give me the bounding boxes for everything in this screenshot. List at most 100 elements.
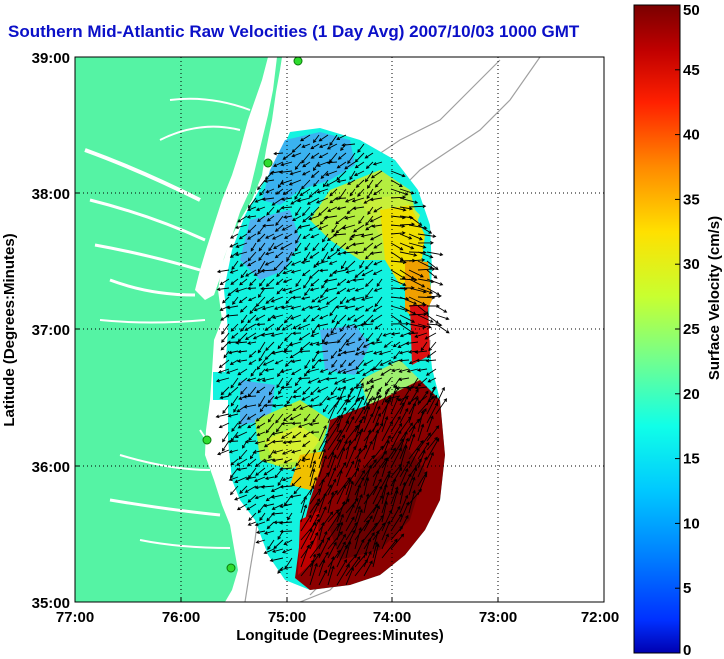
velocity-arrow-icon xyxy=(318,521,325,541)
velocity-arrow-icon xyxy=(323,278,338,283)
velocity-arrow-icon xyxy=(384,377,392,387)
velocity-arrow-icon xyxy=(390,513,403,532)
velocity-arrow-icon xyxy=(336,500,346,523)
velocity-arrow-icon xyxy=(363,493,370,514)
velocity-arrow-icon xyxy=(317,377,329,383)
velocity-arrow-icon xyxy=(295,206,302,217)
velocity-arrow-icon xyxy=(318,492,327,514)
velocity-arrow-icon xyxy=(265,251,275,256)
velocity-arrow-icon xyxy=(309,518,320,541)
velocity-arrow-icon xyxy=(291,421,302,426)
velocity-arrow-icon xyxy=(336,287,347,295)
velocity-arrow-icon xyxy=(274,359,284,365)
velocity-arrow-icon xyxy=(426,402,438,424)
velocity-arrow-icon xyxy=(331,224,338,233)
velocity-arrow-icon xyxy=(301,170,311,176)
velocity-arrow-icon xyxy=(282,269,293,275)
velocity-arrow-icon xyxy=(315,197,329,204)
velocity-arrow-icon xyxy=(408,312,428,317)
velocity-arrow-icon xyxy=(408,323,427,329)
velocity-arrow-icon xyxy=(338,341,347,353)
velocity-arrow-icon xyxy=(363,515,373,532)
velocity-arrow-icon xyxy=(316,161,329,167)
velocity-arrow-icon xyxy=(399,387,411,406)
velocity-arrow-icon xyxy=(301,458,311,462)
velocity-arrow-icon xyxy=(268,449,275,459)
x-tick-label: 75:00 xyxy=(268,609,306,626)
velocity-arrow-icon xyxy=(308,215,320,221)
hf-radar-site-icon xyxy=(293,57,303,66)
velocity-arrow-icon xyxy=(298,332,311,341)
velocity-arrow-icon xyxy=(309,287,320,292)
velocity-arrow-icon xyxy=(297,323,311,330)
velocity-arrow-icon xyxy=(378,350,392,356)
velocity-arrow-icon xyxy=(268,242,275,252)
velocity-arrow-icon xyxy=(299,134,311,142)
velocity-arrow-icon xyxy=(329,134,338,146)
velocity-arrow-icon xyxy=(330,242,338,252)
velocity-arrow-icon xyxy=(336,461,347,478)
velocity-arrow-icon xyxy=(235,242,248,248)
velocity-arrow-icon xyxy=(301,143,311,148)
velocity-arrow-icon xyxy=(365,224,374,231)
velocity-arrow-icon xyxy=(321,251,329,263)
velocity-arrow-icon xyxy=(399,460,410,478)
velocity-arrow-icon xyxy=(399,501,410,523)
velocity-arrow-icon xyxy=(353,224,365,233)
velocity-arrow-icon xyxy=(354,406,366,424)
velocity-arrow-icon xyxy=(317,206,329,217)
x-tick-label: 74:00 xyxy=(373,609,411,626)
velocity-arrow-icon xyxy=(435,305,448,313)
velocity-arrow-icon xyxy=(363,454,375,469)
velocity-arrow-icon xyxy=(355,179,365,188)
velocity-arrow-icon xyxy=(417,432,431,451)
velocity-arrow-icon xyxy=(390,206,407,212)
velocity-arrow-icon xyxy=(336,206,347,211)
velocity-arrow-icon xyxy=(289,170,302,176)
velocity-arrow-icon xyxy=(260,332,275,337)
velocity-arrow-icon xyxy=(349,170,356,181)
velocity-arrow-icon xyxy=(233,404,239,413)
velocity-arrow-icon xyxy=(408,303,427,307)
velocity-arrow-icon xyxy=(263,530,275,535)
velocity-arrow-icon xyxy=(281,548,293,554)
colorbar-tick-label: 20 xyxy=(683,386,700,403)
velocity-arrow-icon xyxy=(215,413,230,419)
velocity-arrow-icon xyxy=(245,332,257,341)
velocity-arrow-icon xyxy=(327,531,343,550)
velocity-arrow-icon xyxy=(354,444,368,460)
velocity-arrow-icon xyxy=(218,359,230,369)
velocity-arrow-icon xyxy=(255,413,266,422)
velocity-arrow-icon xyxy=(336,447,346,469)
velocity-arrow-icon xyxy=(256,359,266,371)
velocity-arrow-icon xyxy=(281,476,293,482)
velocity-arrow-icon xyxy=(237,422,248,429)
velocity-arrow-icon xyxy=(258,395,266,408)
velocity-arrow-icon xyxy=(297,422,311,428)
velocity-arrow-icon xyxy=(266,206,275,216)
velocity-arrow-icon xyxy=(240,269,248,279)
velocity-arrow-icon xyxy=(363,440,373,460)
velocity-arrow-icon xyxy=(284,332,293,342)
velocity-arrow-icon xyxy=(245,476,257,481)
velocity-arrow-icon xyxy=(312,134,320,144)
velocity-arrow-icon xyxy=(303,251,311,262)
velocity-arrow-icon xyxy=(239,260,248,267)
velocity-arrow-icon xyxy=(365,287,374,299)
velocity-arrow-icon xyxy=(361,269,374,277)
velocity-arrow-icon xyxy=(363,560,373,577)
velocity-arrow-icon xyxy=(254,521,266,527)
velocity-arrow-icon xyxy=(274,305,284,310)
velocity-arrow-icon xyxy=(408,269,424,278)
velocity-arrow-icon xyxy=(291,467,302,472)
velocity-arrow-icon xyxy=(391,368,401,373)
velocity-arrow-icon xyxy=(300,504,308,523)
velocity-arrow-icon xyxy=(219,278,230,286)
velocity-arrow-icon xyxy=(295,233,302,244)
velocity-arrow-icon xyxy=(319,368,329,373)
velocity-arrow-icon xyxy=(345,332,356,343)
velocity-arrow-icon xyxy=(230,431,239,442)
velocity-arrow-icon xyxy=(258,251,266,262)
velocity-arrow-icon xyxy=(318,224,329,230)
velocity-arrow-icon xyxy=(273,260,284,271)
